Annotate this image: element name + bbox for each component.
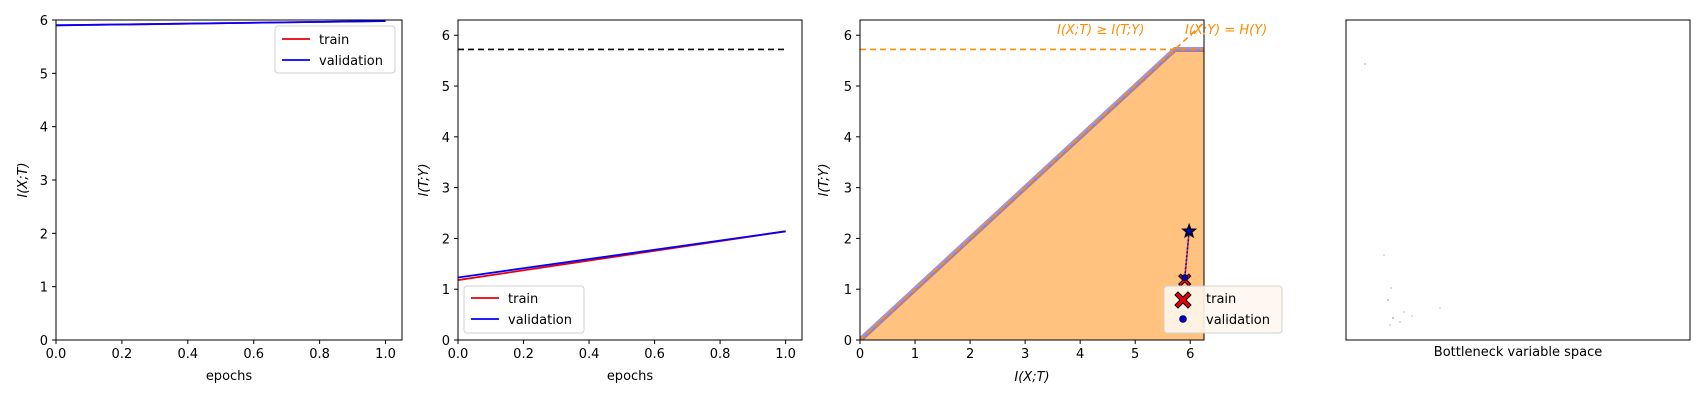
- legend-label-train: train: [319, 33, 349, 48]
- x-axis-label: I(X;T): [1014, 370, 1049, 385]
- x-tick-label: 0.8: [710, 347, 731, 362]
- point: [1399, 321, 1401, 323]
- x-tick-label: 0.0: [448, 347, 469, 362]
- legend: train validation: [1163, 285, 1283, 334]
- x-tick-label: 4: [1076, 347, 1084, 362]
- y-tick-label: 3: [844, 182, 852, 197]
- point: [1411, 315, 1413, 317]
- y-tick-label: 5: [442, 80, 450, 95]
- y-axis-label: I(T;Y): [817, 163, 832, 196]
- x-tick-label: 0.6: [644, 347, 665, 362]
- x-tick-label: 0.8: [309, 347, 330, 362]
- legend-frame: [274, 25, 396, 74]
- y-tick-label: 0: [40, 334, 48, 349]
- x-tick-label: 2: [966, 347, 974, 362]
- axes-frame: [859, 19, 1205, 341]
- point: [1403, 311, 1405, 313]
- bottleneck-points: [1364, 63, 1441, 326]
- x-axis-label: epochs: [607, 369, 654, 384]
- x-tick-label: 5: [1131, 347, 1139, 362]
- y-tick-label: 4: [442, 131, 450, 146]
- y-tick-label: 6: [442, 29, 450, 44]
- point: [1439, 307, 1441, 309]
- y-tick-label: 0: [442, 334, 450, 349]
- annotation-ixy-eq-hy: I(X;Y) = H(Y): [1185, 23, 1267, 38]
- x-axis-label: epochs: [206, 369, 253, 384]
- series-line-validation: [458, 230, 786, 279]
- point: [1386, 298, 1390, 302]
- x-tick-label: 1: [911, 347, 919, 362]
- feasible-region: [860, 49, 1204, 340]
- legend-label-validation: validation: [1206, 313, 1270, 328]
- x-axis-label: Bottleneck variable space: [1434, 345, 1602, 360]
- point: [1389, 324, 1391, 326]
- x-tick-label: 1.0: [375, 347, 396, 362]
- x-tick-label: 0: [856, 347, 864, 362]
- y-tick-label: 2: [442, 232, 450, 247]
- y-tick-label: 3: [442, 182, 450, 197]
- y-axis-label: I(T;Y): [417, 163, 432, 196]
- legend-label-validation: validation: [319, 54, 383, 69]
- panel-bottleneck-space: Bottleneck variable space: [1345, 19, 1691, 360]
- x-tick-label: 0.2: [112, 347, 133, 362]
- x-tick-label: 0.4: [177, 347, 198, 362]
- legend-marker-validation: [1179, 315, 1187, 323]
- y-tick-label: 2: [40, 227, 48, 242]
- legend: train validation: [274, 25, 396, 74]
- y-tick-label: 4: [40, 121, 48, 136]
- x-tick-label: 1.0: [775, 347, 796, 362]
- x-tick-label: 0.0: [46, 347, 67, 362]
- validation-start-marker: [1181, 274, 1189, 281]
- panel-ity-vs-epochs: 0.0 0.2 0.4 0.6 0.8 1.0 0 1 2 3 4 5 6 epochs I(T;Y)…: [417, 19, 803, 384]
- x-tick-label: 0.6: [243, 347, 264, 362]
- y-tick-label: 6: [844, 29, 852, 44]
- point: [1390, 287, 1392, 289]
- legend-marker-train: [1174, 291, 1192, 309]
- validation-end-marker: [1182, 224, 1196, 237]
- y-tick-label: 1: [844, 283, 852, 298]
- legend: train validation: [463, 285, 585, 334]
- legend-label-train: train: [1206, 292, 1236, 307]
- y-tick-label: 2: [844, 232, 852, 247]
- y-tick-label: 5: [844, 80, 852, 95]
- panel-ixt-vs-epochs: 0.0 0.2 0.4 0.6 0.8 1.0 0 1 2 3 4 5 6 epochs I(X;T)…: [16, 14, 403, 384]
- x-tick-label: 6: [1186, 347, 1194, 362]
- x-tick-label: 3: [1021, 347, 1029, 362]
- y-tick-label: 1: [442, 283, 450, 298]
- x-tick-label: 0.2: [513, 347, 534, 362]
- axes-frame: [1345, 19, 1691, 341]
- point: [1364, 63, 1366, 65]
- y-axis-label: I(X;T): [16, 162, 31, 197]
- y-tick-label: 4: [844, 131, 852, 146]
- y-tick-label: 6: [40, 14, 48, 29]
- annotation-ixt-ge-ity: I(X;T) ≥ I(T;Y): [1057, 23, 1144, 38]
- legend-frame: [1163, 285, 1283, 334]
- y-tick-label: 1: [40, 281, 48, 296]
- x-tick-label: 0.4: [579, 347, 600, 362]
- y-tick-label: 3: [40, 174, 48, 189]
- y-tick-label: 0: [844, 334, 852, 349]
- point: [1383, 254, 1385, 256]
- ixt-eq-ity-line: [860, 21, 1204, 340]
- axes-frame: [457, 19, 803, 341]
- panel-information-plane: 0 1 2 3 4 5 6 0 1 2 3 4 5 6 I(X;T) ≥ I(T;Y) I(X;Y) =…: [817, 19, 1283, 385]
- legend-label-train: train: [508, 292, 538, 307]
- legend-label-validation: validation: [508, 313, 572, 328]
- series-line-validation: [56, 20, 386, 27]
- point: [1391, 316, 1395, 320]
- y-tick-label: 5: [40, 67, 48, 82]
